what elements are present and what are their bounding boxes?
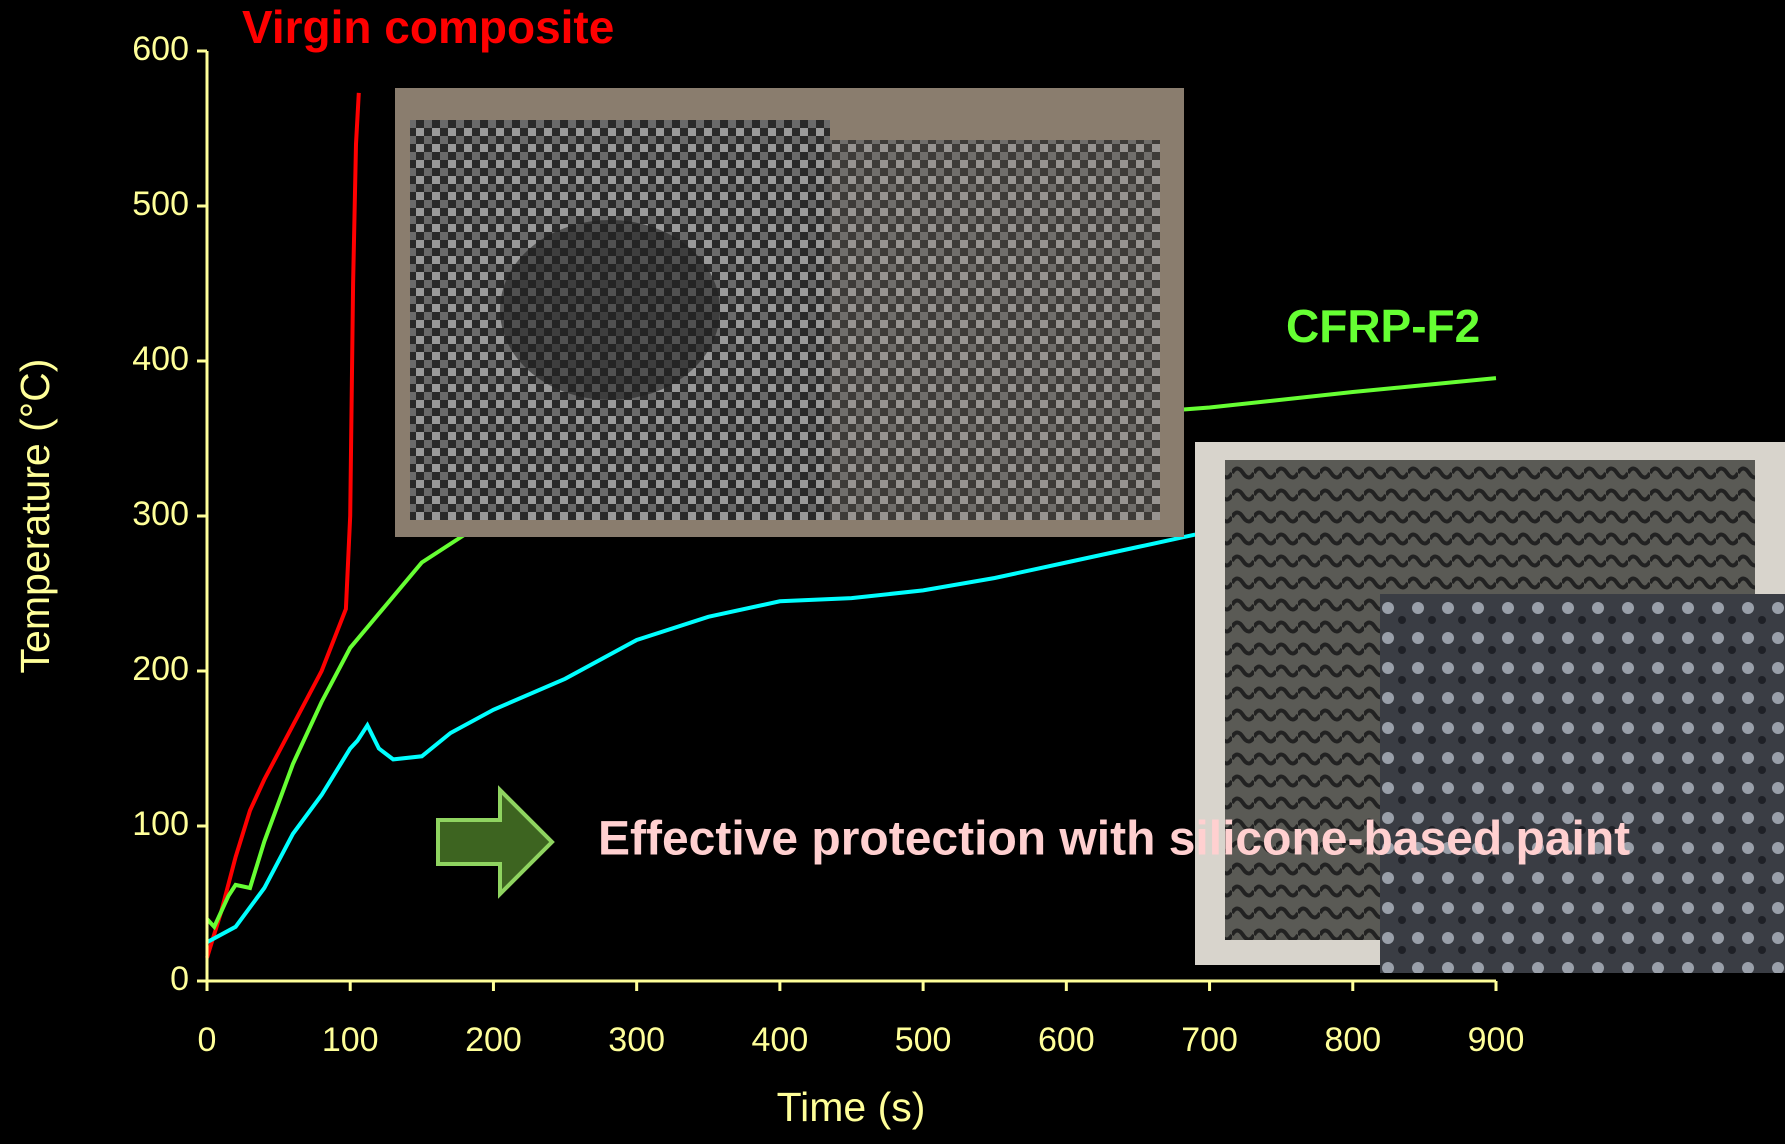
y-tick-label: 300 <box>132 495 189 533</box>
x-tick-label: 700 <box>1181 1021 1238 1059</box>
y-tick-label: 500 <box>132 185 189 223</box>
x-tick-label: 800 <box>1324 1021 1381 1059</box>
x-tick-label: 400 <box>752 1021 809 1059</box>
y-tick-label: 200 <box>132 650 189 688</box>
y-tick-label: 0 <box>170 960 189 998</box>
photo-virgin-sample-burned <box>830 140 1160 520</box>
y-tick-label: 600 <box>132 30 189 68</box>
x-tick-label: 500 <box>895 1021 952 1059</box>
series-label: CFRP-F2 <box>1286 300 1480 352</box>
photo-burn-mark <box>500 220 720 400</box>
x-tick-label: 200 <box>465 1021 522 1059</box>
annotation: Effective protection with silicone-based… <box>598 813 1630 866</box>
y-axis-title: Temperature (°C) <box>12 359 58 674</box>
series-label: Virgin composite <box>242 1 614 53</box>
x-axis-title: Time (s) <box>777 1084 926 1130</box>
series-line <box>207 93 359 958</box>
x-tick-label: 100 <box>322 1021 379 1059</box>
x-tick-label: 600 <box>1038 1021 1095 1059</box>
series-line <box>207 535 1195 943</box>
y-tick-label: 400 <box>132 340 189 378</box>
arrow <box>438 790 552 894</box>
chart: Time (s) Temperature (°C) Effective prot… <box>0 0 1785 1139</box>
y-tick-label: 100 <box>132 805 189 843</box>
photo-coated-detail <box>1380 594 1785 973</box>
x-tick-label: 300 <box>608 1021 665 1059</box>
x-tick-label: 900 <box>1468 1021 1525 1059</box>
x-tick-label: 0 <box>198 1021 217 1059</box>
